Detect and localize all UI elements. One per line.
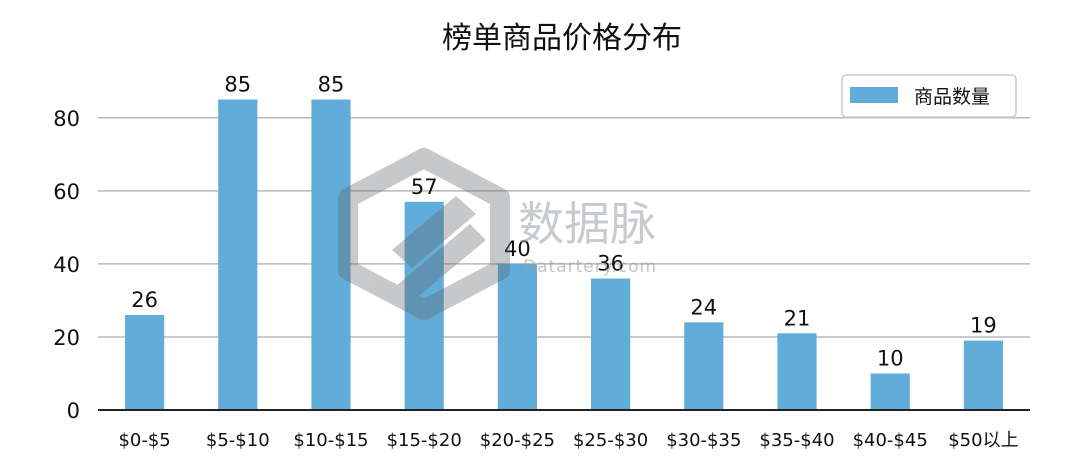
y-tick-label: 40: [53, 253, 80, 277]
x-axis-ticks: $0-$5 $5-$10 $10-$15 $15-$20 $20-$25 $25-$30 $…: [118, 430, 1018, 451]
x-tick-label: $15-$20: [387, 430, 462, 451]
bar: [870, 373, 910, 410]
data-label: 57: [411, 175, 438, 199]
x-tick-label: $10-$15: [293, 430, 368, 451]
bar: [963, 340, 1003, 410]
y-axis-ticks: 0 20 40 60 80: [53, 107, 80, 423]
x-tick-label: $5-$10: [206, 430, 270, 451]
y-tick-label: 20: [53, 326, 80, 350]
watermark: 数据脉 Datartery.com: [338, 148, 657, 320]
data-label: 24: [690, 295, 717, 319]
bar: [218, 99, 258, 411]
legend-box: [841, 74, 1017, 118]
data-label: 19: [970, 314, 997, 338]
x-tick-label: $50以上: [948, 430, 1018, 451]
data-label: 26: [131, 288, 158, 312]
watermark-brand: 数据脉: [518, 197, 656, 251]
x-tick-label: $40-$45: [853, 430, 928, 451]
legend-label: 商品数量: [914, 86, 990, 108]
x-tick-label: $0-$5: [118, 430, 170, 451]
x-tick-label: $35-$40: [759, 430, 834, 451]
chart-title: 榜单商品价格分布: [442, 21, 682, 56]
bar: [591, 278, 631, 410]
data-label: 85: [224, 73, 251, 97]
bar: [777, 333, 817, 410]
legend: 商品数量: [841, 74, 1017, 118]
hexagon-logo-icon: [338, 148, 510, 320]
watermark-url: Datartery.com: [523, 257, 657, 277]
y-tick-label: 80: [53, 107, 80, 131]
x-tick-label: $20-$25: [480, 430, 555, 451]
x-tick-label: $30-$35: [666, 430, 741, 451]
bar: [404, 201, 444, 410]
bar: [311, 99, 351, 411]
bar: [497, 263, 537, 410]
data-label: 10: [877, 346, 904, 370]
data-labels: 26 85 85 57 40 36 24 21 10 19: [131, 73, 997, 371]
bar: [684, 322, 724, 410]
data-label: 85: [318, 73, 345, 97]
bar: [125, 315, 165, 410]
legend-swatch: [850, 87, 898, 103]
data-label: 21: [784, 306, 811, 330]
bars: [125, 99, 1003, 411]
x-tick-label: $25-$30: [573, 430, 648, 451]
y-tick-label: 60: [53, 180, 80, 204]
data-label: 40: [504, 237, 531, 261]
data-label: 36: [597, 252, 624, 276]
y-tick-label: 0: [67, 399, 80, 423]
